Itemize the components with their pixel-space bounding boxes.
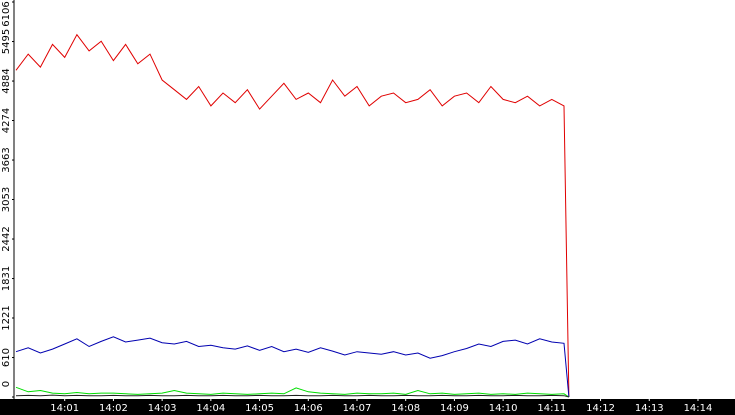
- series-line: [15, 386, 570, 398]
- y-tick-label: 5495: [1, 29, 12, 54]
- y-tick-label: 3663: [1, 147, 12, 172]
- x-tick-label: 14:02: [99, 403, 128, 414]
- x-tick-label: 14:09: [440, 403, 469, 414]
- x-tick-label: 14:07: [343, 403, 372, 414]
- x-tick-label: 14:06: [294, 403, 323, 414]
- y-tick-label: 3053: [1, 187, 12, 212]
- x-tick-label: 14:08: [391, 403, 420, 414]
- x-tick-label: 14:10: [489, 403, 518, 414]
- y-tick-label: 1831: [1, 266, 12, 291]
- x-tick-label: 14:01: [50, 403, 79, 414]
- x-tick-label: 14:11: [537, 403, 566, 414]
- x-tick-label: 14:05: [245, 403, 274, 414]
- x-tick-label: 14:12: [586, 403, 615, 414]
- x-tick-label: 14:03: [148, 403, 177, 414]
- x-tick-label: 14:14: [684, 403, 713, 414]
- x-tick-label: 14:04: [196, 403, 225, 414]
- series-line: [15, 33, 570, 398]
- y-tick-label: 610: [1, 348, 12, 367]
- y-tick-label: 0: [1, 381, 12, 387]
- y-tick-label: 1221: [1, 305, 12, 330]
- x-tick-label: 14:13: [635, 403, 664, 414]
- y-tick-label: 2442: [1, 226, 12, 251]
- y-tick-label: 6106: [1, 1, 12, 26]
- series-line: [15, 336, 570, 398]
- y-tick-label: 4274: [1, 108, 12, 133]
- series-line: [15, 394, 570, 398]
- y-tick-label: 4884: [1, 68, 12, 93]
- x-axis-band: [0, 399, 735, 415]
